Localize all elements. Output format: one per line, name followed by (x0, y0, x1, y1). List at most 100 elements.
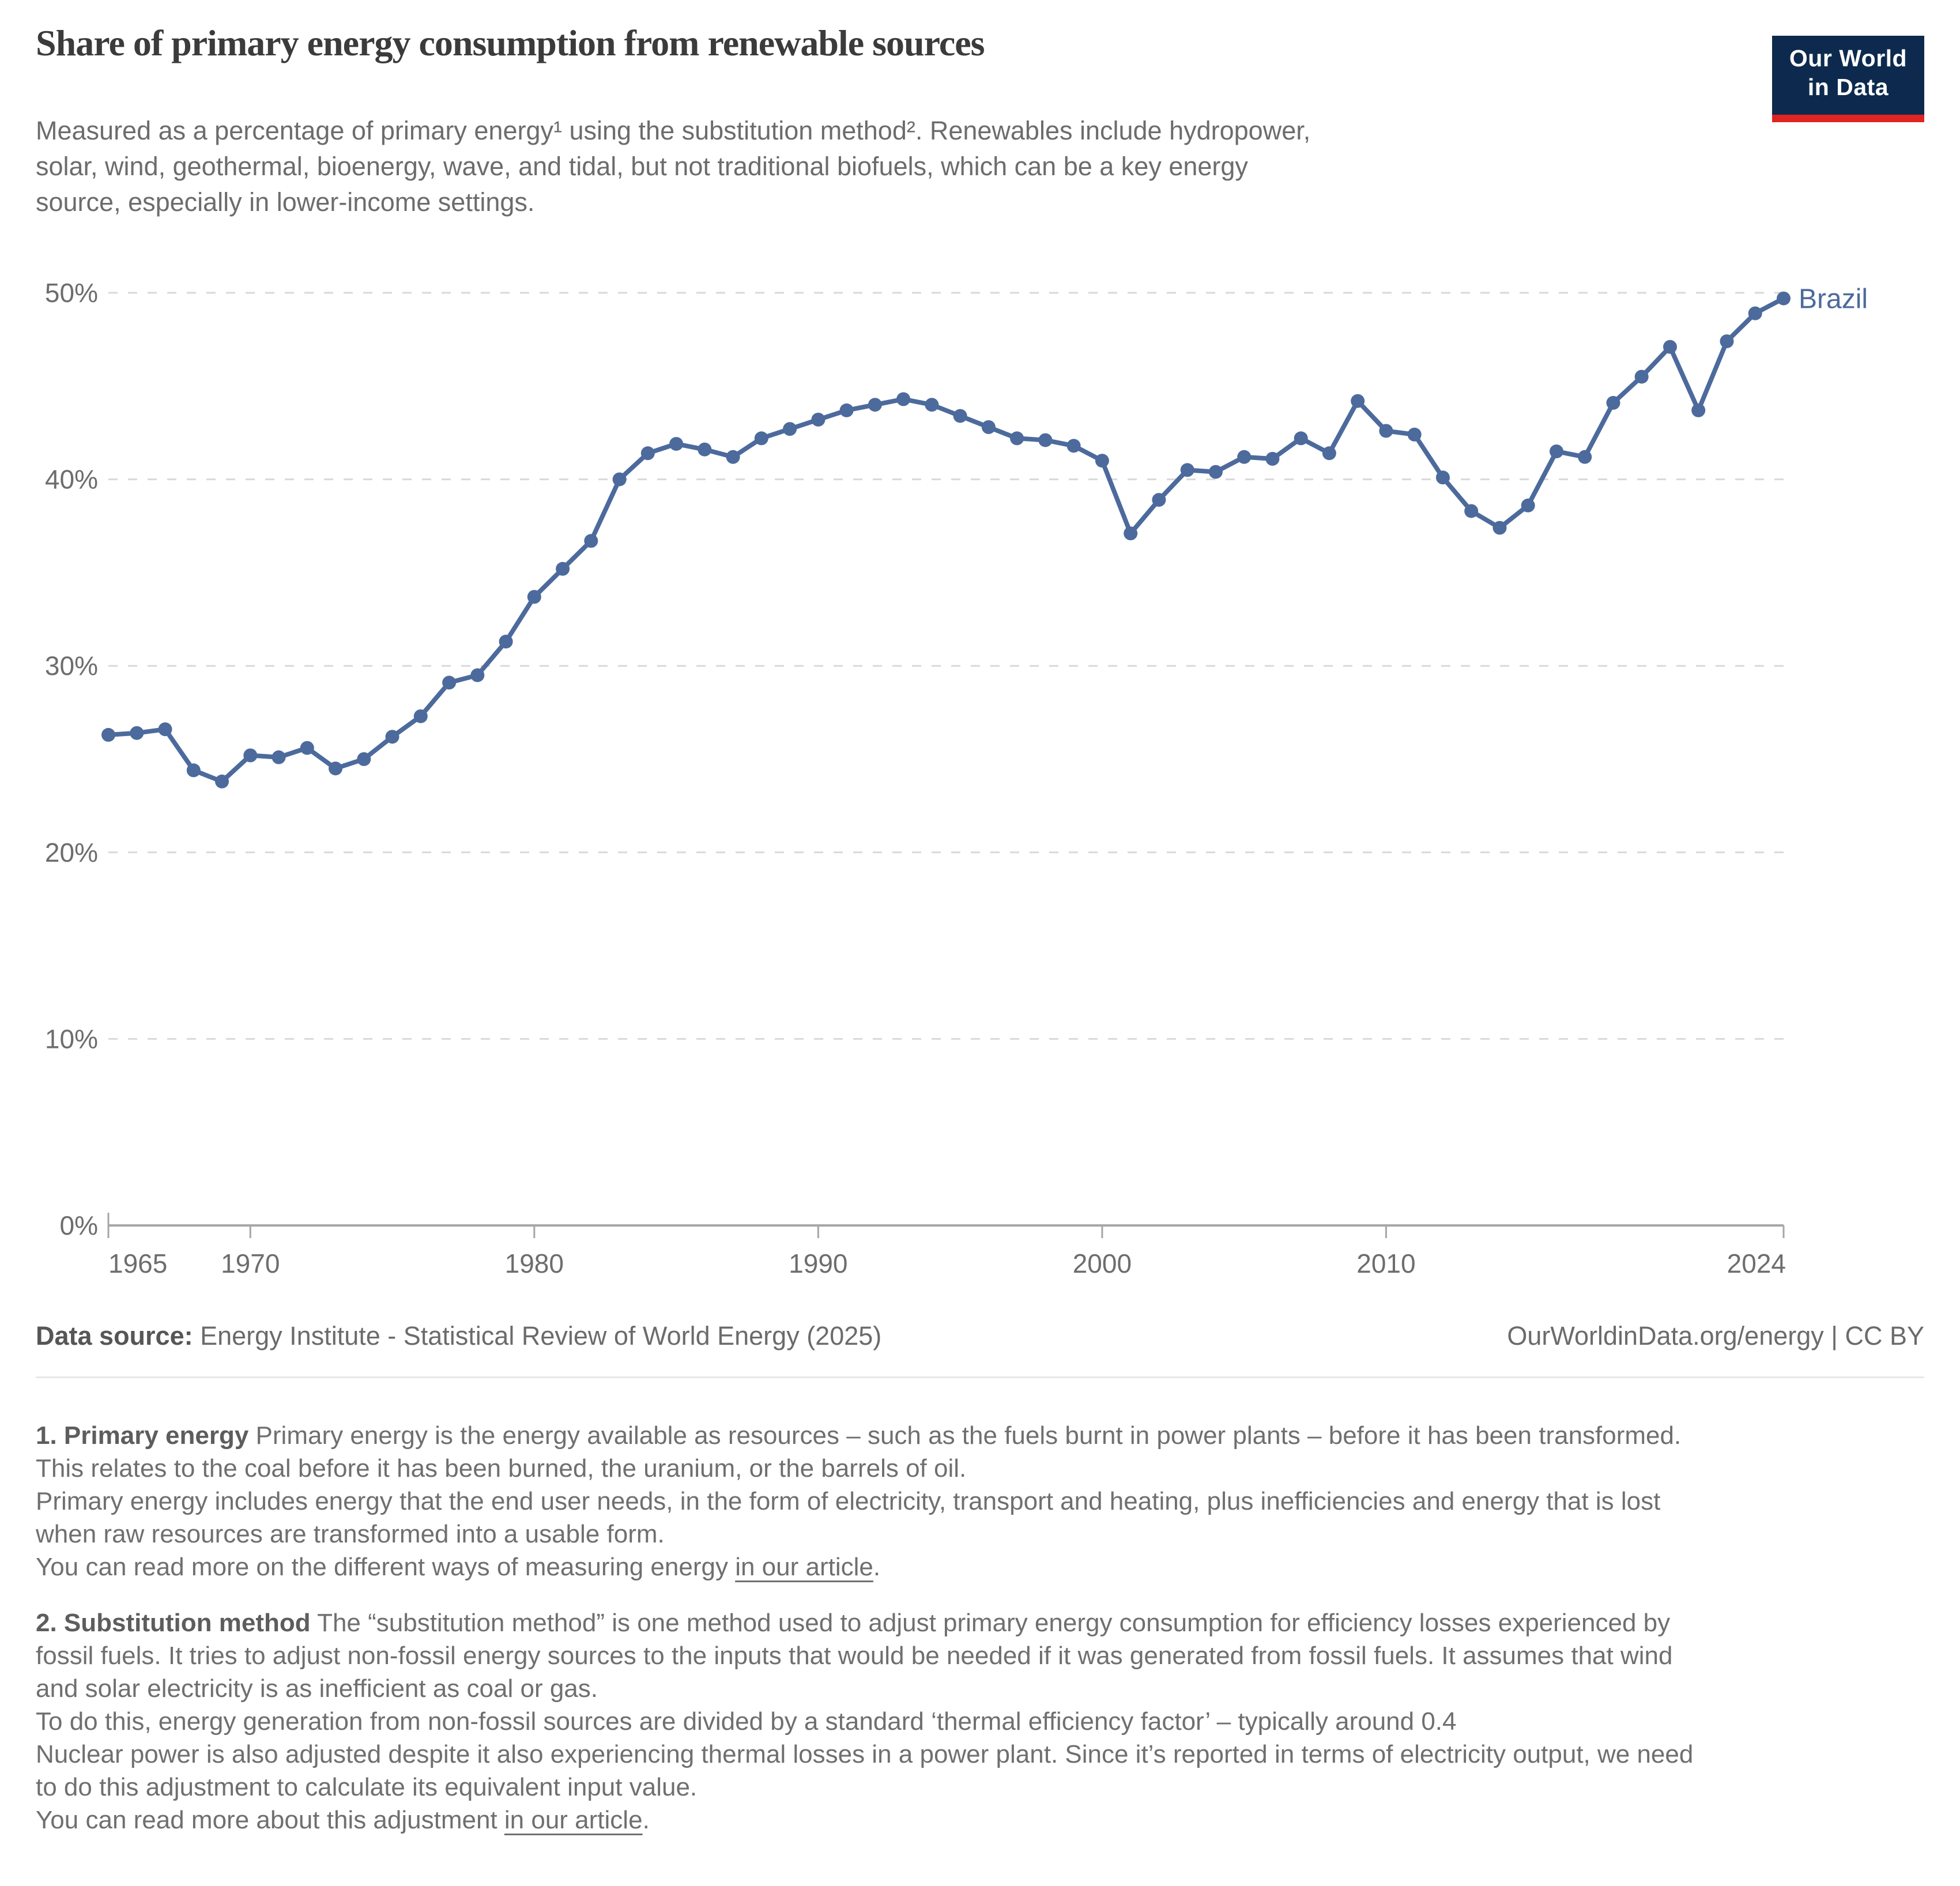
footer-divider (36, 1376, 1924, 1378)
footnote-line: Primary energy includes energy that the … (36, 1487, 1661, 1515)
data-point-1983 (612, 472, 627, 486)
footnotes: 1. Primary energy Primary energy is the … (36, 1419, 1933, 1836)
data-point-1981 (556, 561, 570, 576)
data-point-1986 (698, 442, 712, 457)
footnote-line: fossil fuels. It tries to adjust non-fos… (36, 1642, 1673, 1670)
data-point-1980 (527, 590, 541, 604)
data-point-2018 (1606, 395, 1620, 410)
data-point-1987 (726, 450, 740, 464)
y-tick-label: 40% (45, 465, 98, 495)
footnote-text: . (642, 1806, 650, 1834)
data-point-1989 (783, 422, 797, 436)
data-point-2014 (1492, 520, 1507, 535)
data-source: Data source: Energy Institute - Statisti… (36, 1321, 881, 1351)
data-point-2023 (1748, 306, 1762, 320)
footnote-line: You can read more about this adjustment … (36, 1804, 1933, 1836)
data-point-1977 (442, 676, 457, 690)
brazil-line (106, 296, 1786, 784)
owid-logo-text: Our World in Data (1772, 44, 1924, 101)
chart-footer: Data source: Energy Institute - Statisti… (36, 1321, 1924, 1351)
data-point-2010 (1379, 424, 1393, 438)
data-point-2022 (1720, 334, 1734, 349)
x-tick-label: 1970 (221, 1248, 280, 1278)
footnote-substitution-method: 2. Substitution method The “substitution… (36, 1606, 1933, 1836)
data-point-1979 (499, 635, 513, 649)
data-point-1968 (186, 763, 201, 778)
footnote-line: and solar electricity is as inefficient … (36, 1674, 598, 1703)
data-point-1969 (215, 774, 229, 789)
data-point-1988 (754, 431, 768, 446)
data-point-1972 (300, 741, 314, 755)
data-point-2003 (1180, 463, 1194, 477)
data-point-2017 (1578, 450, 1592, 464)
x-tick-label: 1980 (505, 1248, 564, 1278)
data-point-1982 (584, 534, 598, 548)
chart-subtitle: Measured as a percentage of primary ener… (36, 113, 1310, 220)
footnote-text: The “substitution method” is one method … (310, 1609, 1671, 1637)
data-point-1976 (413, 709, 428, 723)
data-point-1975 (385, 730, 399, 744)
data-point-2001 (1124, 526, 1138, 541)
data-source-label: Data source: (36, 1321, 193, 1351)
footnote-line: 2. Substitution method The “substitution… (36, 1606, 1933, 1639)
data-point-1993 (896, 392, 911, 406)
data-point-2005 (1237, 450, 1252, 464)
data-point-1966 (130, 726, 144, 740)
data-point-1990 (811, 413, 826, 427)
data-point-2016 (1550, 444, 1563, 459)
data-point-2011 (1407, 427, 1422, 442)
data-source-text: Energy Institute - Statistical Review of… (193, 1321, 882, 1351)
article-link[interactable]: in our article (735, 1553, 873, 1581)
footnote-line: 1. Primary energy Primary energy is the … (36, 1419, 1933, 1452)
data-point-1985 (669, 437, 684, 451)
data-point-2019 (1634, 369, 1649, 384)
data-point-1991 (839, 403, 854, 417)
data-point-1996 (981, 420, 996, 434)
data-point-1992 (868, 398, 882, 412)
y-tick-label: 50% (45, 278, 98, 308)
data-point-2015 (1521, 498, 1535, 512)
data-point-2021 (1691, 403, 1706, 417)
data-point-1997 (1010, 431, 1024, 446)
x-tick-label: 1990 (789, 1248, 847, 1278)
data-point-2013 (1464, 504, 1479, 518)
footnote-text: You can read more on the different ways … (36, 1553, 736, 1581)
x-tick-label: 1965 (108, 1248, 167, 1278)
series-label: Brazil (1799, 284, 1868, 315)
data-point-1998 (1038, 433, 1053, 447)
data-point-2006 (1265, 452, 1280, 466)
data-point-2012 (1435, 470, 1450, 485)
x-tick-label: 2024 (1727, 1248, 1786, 1278)
footnote-line: to do this adjustment to calculate its e… (36, 1773, 698, 1801)
data-point-1970 (243, 748, 258, 763)
footnote-line: To do this, energy generation from non-f… (36, 1707, 1457, 1736)
data-point-2020 (1663, 340, 1677, 354)
y-tick-label: 10% (45, 1024, 98, 1054)
data-point-1973 (329, 761, 342, 776)
article-link[interactable]: in our article (504, 1806, 643, 1834)
footnote-text: You can read more about this adjustment (36, 1806, 504, 1834)
footnote-line: This relates to the coal before it has b… (36, 1454, 967, 1483)
data-point-2024 (1777, 291, 1791, 305)
data-point-2000 (1095, 454, 1109, 468)
subtitle-line: solar, wind, geothermal, bioenergy, wave… (36, 152, 1248, 181)
footnote-text: Primary energy is the energy available a… (248, 1421, 1682, 1450)
data-point-1984 (640, 446, 655, 461)
data-point-2007 (1294, 431, 1308, 446)
data-point-1978 (470, 668, 485, 682)
footnote-line: You can read more on the different ways … (36, 1551, 1933, 1583)
data-point-1974 (357, 752, 371, 766)
y-tick-label: 30% (45, 651, 98, 681)
data-point-2004 (1208, 465, 1223, 479)
subtitle-line: Measured as a percentage of primary ener… (36, 116, 1311, 145)
data-point-2002 (1152, 493, 1166, 507)
footnote-primary-energy: 1. Primary energy Primary energy is the … (36, 1419, 1933, 1583)
y-tick-label: 0% (60, 1210, 98, 1240)
footnote-lead: 2. Substitution method (36, 1609, 311, 1637)
data-point-1967 (158, 722, 172, 737)
x-tick-label: 2000 (1073, 1248, 1132, 1278)
data-point-1965 (101, 727, 115, 742)
owid-logo: Our World in Data (1772, 36, 1924, 122)
data-point-1971 (272, 750, 286, 764)
